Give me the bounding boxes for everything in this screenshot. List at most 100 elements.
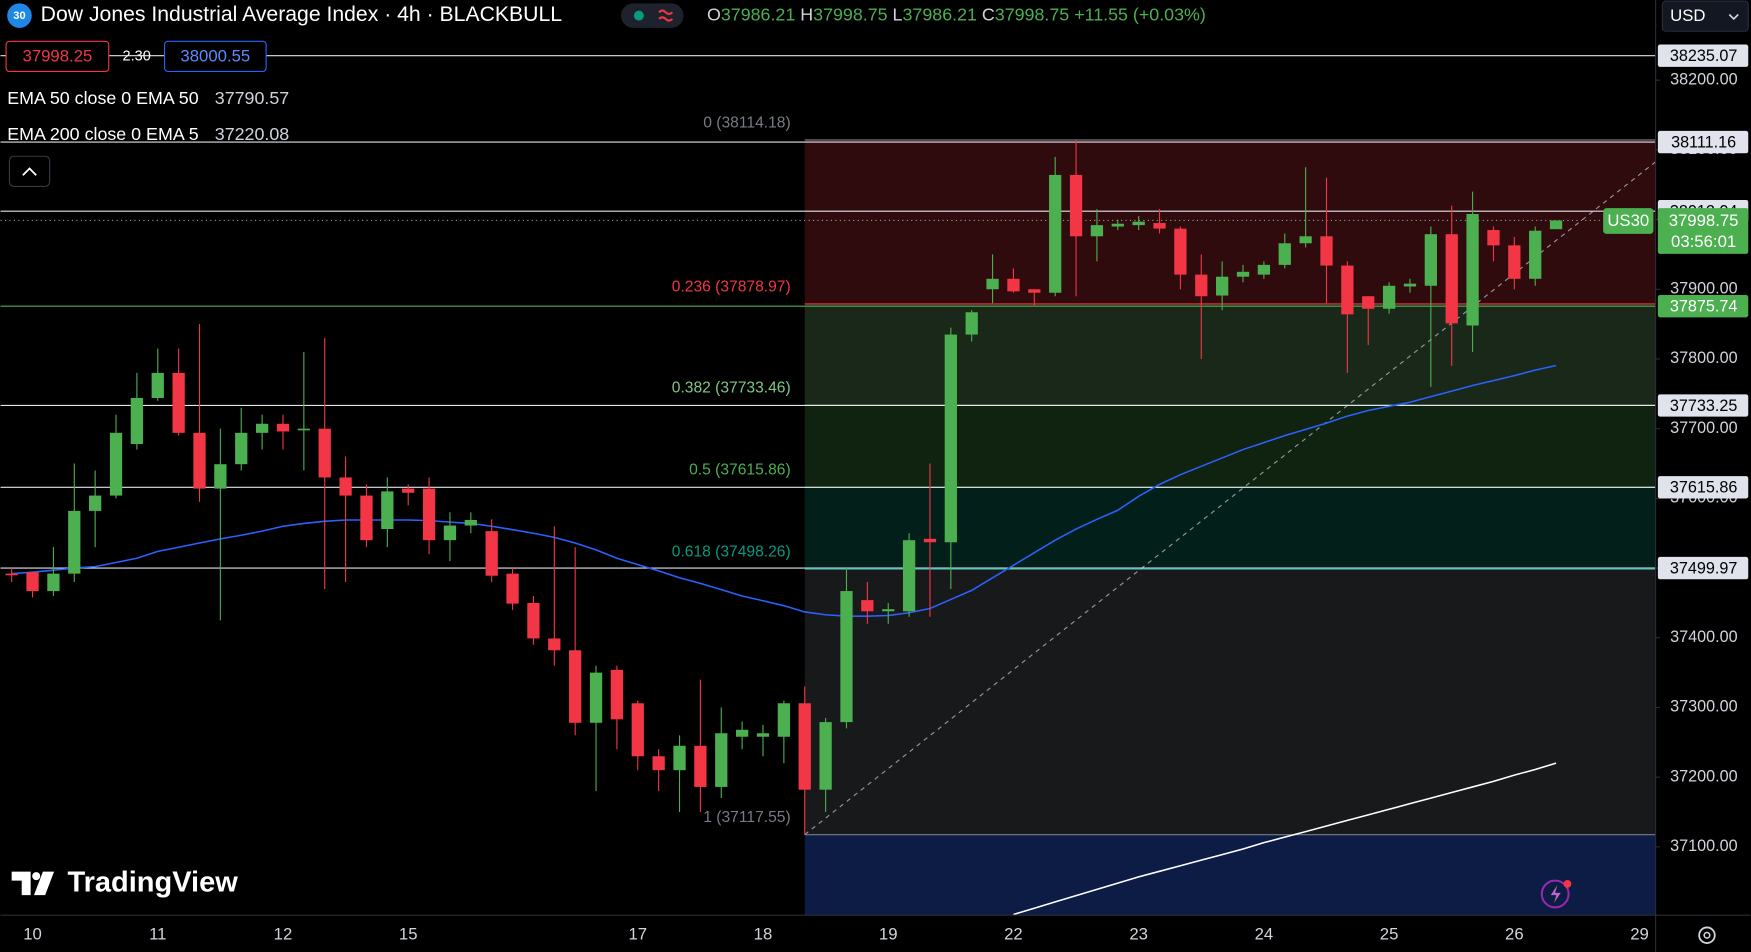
candle-body [819,722,832,790]
symbol-title[interactable]: Dow Jones Industrial Average Index · 4h … [41,3,563,26]
fib-zone [804,139,1656,304]
candle-body [506,573,519,604]
candle-body [610,669,624,720]
candle-body [1049,174,1062,293]
candle-body [777,703,791,737]
candle-body [68,510,81,574]
candle-body [569,650,582,723]
settings-button[interactable] [1698,926,1716,944]
x-tick-label: 12 [274,925,293,944]
x-tick-label: 15 [399,925,418,944]
candle-body [276,423,290,432]
candle-body [631,703,644,757]
ohlc-letter: C [982,4,995,24]
alerts-icon [1550,885,1561,903]
candle-body [1174,228,1187,275]
candle-body [1132,221,1145,226]
ohlc-value: 37986.21 [721,4,796,24]
candle-body [923,538,937,543]
candle-body [255,423,269,433]
status-pill[interactable] [621,3,684,28]
fib-level-label: 0.382 (37733.46) [672,380,791,397]
candle-body [1320,236,1333,266]
symbol-tag [1603,208,1654,234]
fib-level-label: 1 (37117.55) [703,809,790,826]
candle-body [840,591,853,723]
candle-body [381,491,394,530]
fib-zone [804,569,1656,835]
currency: USD [1670,6,1705,25]
sell-button[interactable] [5,40,110,72]
legend-label[interactable]: EMA 200 close 0 EMA 5 [7,124,199,144]
candle-body [1549,220,1563,230]
x-tick-label: 24 [1255,925,1274,944]
currency-dropdown[interactable] [1661,0,1749,32]
candle-body [1153,223,1166,229]
market-open-dot [633,10,644,21]
logo-dot [32,872,41,881]
x-tick-label: 25 [1380,925,1399,944]
candle-body [1195,274,1208,297]
candle-body [443,525,457,541]
x-tick-label: 22 [1004,925,1023,944]
alerts-button[interactable] [1540,879,1570,909]
candle-body [1090,225,1104,237]
buy-button[interactable] [164,40,267,72]
candle-body [548,638,561,651]
candle-body [1028,289,1041,293]
candle-body [756,733,770,737]
candle-body [1111,223,1124,227]
x-tick-label: 23 [1129,925,1148,944]
fib-level-label: 0 (38114.18) [703,114,790,131]
fib-zone [804,303,1656,406]
candle-body [422,488,436,541]
change: +11.55 [1074,4,1128,24]
candle-body [26,572,39,592]
y-tick-label: 37100.00 [1670,837,1737,855]
spread: 2.30 [123,49,151,65]
collapse-button[interactable] [8,155,51,187]
candle-body [735,729,749,737]
y-tick-label: 37900.00 [1670,280,1737,298]
candle-body [214,464,227,489]
ohlc-letter: O [707,4,721,24]
ohlc-readout: O37986.21 H37998.75 L37986.21 C37998.75 … [707,4,1206,24]
candle-body [109,432,123,496]
x-tick-label: 26 [1505,925,1524,944]
legend-value: 37790.57 [215,88,290,108]
price-line-tag [1657,556,1749,580]
candle-body [715,733,728,787]
candle-body [1466,213,1479,326]
candle-body [464,519,477,526]
x-tick-label: 19 [879,925,898,944]
candle-body [673,745,686,771]
candle-body [1487,230,1500,246]
candle-body [527,602,540,639]
candle-body [944,334,957,543]
candle-body [882,609,895,612]
plot-area: 0 (38114.18) 0.236 (37878.97) 0.382 (37733… [0,55,1656,916]
candle-body [965,312,978,335]
y-tick-label: 38200.00 [1670,70,1737,88]
price-line-label: 37733.25 [1670,397,1737,415]
candle-body [1278,243,1291,265]
candle-body [172,372,185,433]
ask-price: 38000.55 [180,46,250,65]
collapse-icon [22,167,37,176]
candle-body [694,745,707,787]
price-line-label: 37875.74 [1670,298,1737,316]
fib-level-label: 0.236 (37878.97) [672,278,791,295]
candle-body [89,495,102,511]
x-tick-label: 10 [23,925,42,944]
candle-body [1341,265,1354,315]
candle-body [1299,236,1312,244]
legend-label[interactable]: EMA 50 close 0 EMA 50 [7,88,199,108]
candle-body [130,397,144,444]
candle-body [1403,283,1417,287]
price-line-tag [1657,130,1749,154]
x-tick-label: 29 [1630,925,1649,944]
ema-line [1013,762,1557,916]
x-tick-label: 18 [754,925,773,944]
candle-body [1257,264,1271,275]
